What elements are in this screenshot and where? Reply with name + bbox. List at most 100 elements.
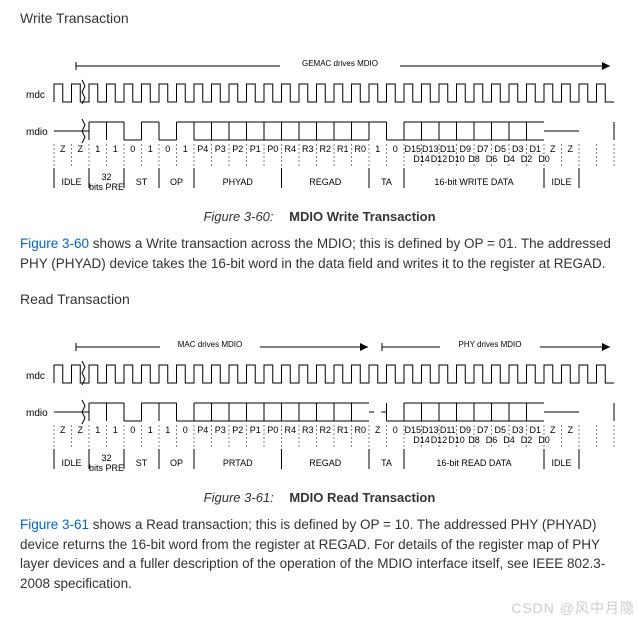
svg-text:IDLE: IDLE xyxy=(551,458,571,468)
svg-text:bits PRE: bits PRE xyxy=(89,182,124,192)
svg-text:IDLE: IDLE xyxy=(61,177,81,187)
svg-text:Z: Z xyxy=(78,144,84,154)
svg-text:D0: D0 xyxy=(538,154,550,164)
svg-text:D4: D4 xyxy=(503,154,515,164)
svg-text:IDLE: IDLE xyxy=(61,458,81,468)
read-section-title: Read Transaction xyxy=(20,291,619,307)
svg-text:Z: Z xyxy=(78,425,84,435)
svg-text:P4: P4 xyxy=(197,425,208,435)
svg-text:D12: D12 xyxy=(431,154,448,164)
svg-text:0: 0 xyxy=(183,425,188,435)
svg-text:D9: D9 xyxy=(459,425,471,435)
svg-text:0: 0 xyxy=(393,144,398,154)
svg-text:D11: D11 xyxy=(440,425,456,435)
svg-text:1: 1 xyxy=(95,425,100,435)
read-topbar-right: PHY drives MDIO xyxy=(459,340,522,349)
svg-text:R1: R1 xyxy=(337,144,349,154)
read-mdio-label: mdio xyxy=(26,408,48,419)
svg-text:R0: R0 xyxy=(354,425,366,435)
svg-text:REGAD: REGAD xyxy=(309,177,342,187)
svg-text:R3: R3 xyxy=(302,425,314,435)
svg-text:Z: Z xyxy=(550,144,556,154)
read-figure-caption: Figure 3-61: MDIO Read Transaction xyxy=(20,490,619,505)
svg-text:D2: D2 xyxy=(521,154,533,164)
svg-text:D14: D14 xyxy=(413,435,430,445)
svg-text:1: 1 xyxy=(148,425,153,435)
svg-text:ST: ST xyxy=(136,458,148,468)
svg-text:D1: D1 xyxy=(529,144,541,154)
svg-text:R2: R2 xyxy=(319,144,331,154)
svg-text:P1: P1 xyxy=(250,144,261,154)
svg-text:P2: P2 xyxy=(232,425,243,435)
svg-text:1: 1 xyxy=(113,425,118,435)
svg-text:Z: Z xyxy=(568,425,574,435)
svg-text:ST: ST xyxy=(136,177,148,187)
write-figure-caption: Figure 3-60: MDIO Write Transaction xyxy=(20,209,619,224)
svg-text:R4: R4 xyxy=(284,144,296,154)
svg-text:1: 1 xyxy=(165,425,170,435)
svg-text:1: 1 xyxy=(183,144,188,154)
svg-text:D14: D14 xyxy=(413,154,430,164)
write-caption-title: MDIO Write Transaction xyxy=(289,209,435,224)
svg-text:D7: D7 xyxy=(477,425,489,435)
svg-text:Z: Z xyxy=(375,425,381,435)
svg-text:16-bit READ DATA: 16-bit READ DATA xyxy=(436,458,511,468)
svg-text:REGAD: REGAD xyxy=(309,458,342,468)
read-caption-label: Figure 3-61: xyxy=(204,490,274,505)
write-mdc-label: mdc xyxy=(26,90,45,101)
svg-text:D2: D2 xyxy=(521,435,533,445)
svg-text:D6: D6 xyxy=(486,154,498,164)
svg-text:TA: TA xyxy=(381,458,392,468)
read-figref-link[interactable]: Figure 3-61 xyxy=(20,517,89,532)
read-topbar-left: MAC drives MDIO xyxy=(178,340,242,349)
svg-text:PHYAD: PHYAD xyxy=(223,177,254,187)
read-diagram: MAC drives MDIO PHY drives MDIO mdc mdio… xyxy=(20,321,619,484)
read-caption-title: MDIO Read Transaction xyxy=(289,490,435,505)
svg-text:D12: D12 xyxy=(431,435,448,445)
svg-text:D7: D7 xyxy=(477,144,489,154)
svg-text:P3: P3 xyxy=(215,425,226,435)
svg-text:D0: D0 xyxy=(538,435,550,445)
svg-text:P0: P0 xyxy=(267,144,278,154)
svg-text:D1: D1 xyxy=(529,425,541,435)
svg-text:1: 1 xyxy=(375,144,380,154)
svg-text:Z: Z xyxy=(60,144,66,154)
svg-text:D5: D5 xyxy=(494,144,506,154)
watermark: CSDN @风中月隐 xyxy=(511,598,635,618)
svg-text:D6: D6 xyxy=(486,435,498,445)
svg-text:32: 32 xyxy=(101,453,111,463)
svg-text:D15: D15 xyxy=(404,425,421,435)
svg-text:OP: OP xyxy=(170,177,183,187)
svg-text:R4: R4 xyxy=(284,425,296,435)
svg-text:D11: D11 xyxy=(440,144,456,154)
svg-text:Z: Z xyxy=(60,425,66,435)
write-figref-link[interactable]: Figure 3-60 xyxy=(20,236,89,251)
svg-text:OP: OP xyxy=(170,458,183,468)
read-mdc-label: mdc xyxy=(26,371,45,382)
svg-text:0: 0 xyxy=(130,425,135,435)
svg-text:Z: Z xyxy=(550,425,556,435)
svg-text:32: 32 xyxy=(101,172,111,182)
svg-text:Z: Z xyxy=(568,144,574,154)
write-caption-label: Figure 3-60: xyxy=(203,209,273,224)
write-mdio-label: mdio xyxy=(26,127,48,138)
write-paragraph-rest: shows a Write transaction across the MDI… xyxy=(20,236,611,271)
svg-text:TA: TA xyxy=(381,177,392,187)
svg-text:0: 0 xyxy=(165,144,170,154)
svg-text:1: 1 xyxy=(95,144,100,154)
svg-text:D8: D8 xyxy=(468,154,480,164)
write-topbar-label: GEMAC drives MDIO xyxy=(302,59,378,68)
svg-text:1: 1 xyxy=(148,144,153,154)
write-section-title: Write Transaction xyxy=(20,10,619,26)
svg-text:R0: R0 xyxy=(354,144,366,154)
svg-text:P3: P3 xyxy=(215,144,226,154)
svg-text:D13: D13 xyxy=(422,425,439,435)
svg-text:D5: D5 xyxy=(494,425,506,435)
svg-text:D13: D13 xyxy=(422,144,439,154)
svg-text:D8: D8 xyxy=(468,435,480,445)
svg-text:D10: D10 xyxy=(448,154,465,164)
svg-text:D3: D3 xyxy=(512,425,524,435)
svg-text:D9: D9 xyxy=(459,144,471,154)
write-paragraph: Figure 3-60 shows a Write transaction ac… xyxy=(20,234,619,273)
svg-text:bits PRE: bits PRE xyxy=(89,463,124,473)
